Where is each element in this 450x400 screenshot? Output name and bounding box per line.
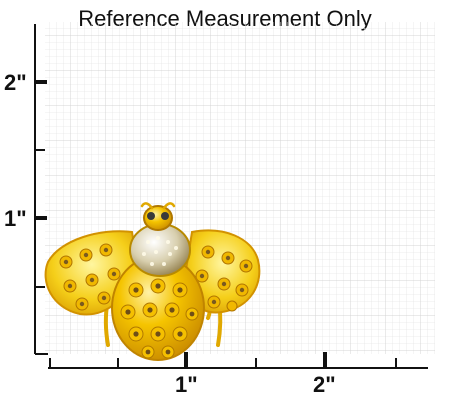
x-label-2in: 2" xyxy=(313,372,336,397)
x-axis xyxy=(35,352,428,369)
y-label-2in: 2" xyxy=(4,70,27,95)
x-label-1in: 1" xyxy=(175,372,198,397)
bee-brooch-image xyxy=(44,202,261,361)
y-label-1in: 1" xyxy=(4,206,27,231)
